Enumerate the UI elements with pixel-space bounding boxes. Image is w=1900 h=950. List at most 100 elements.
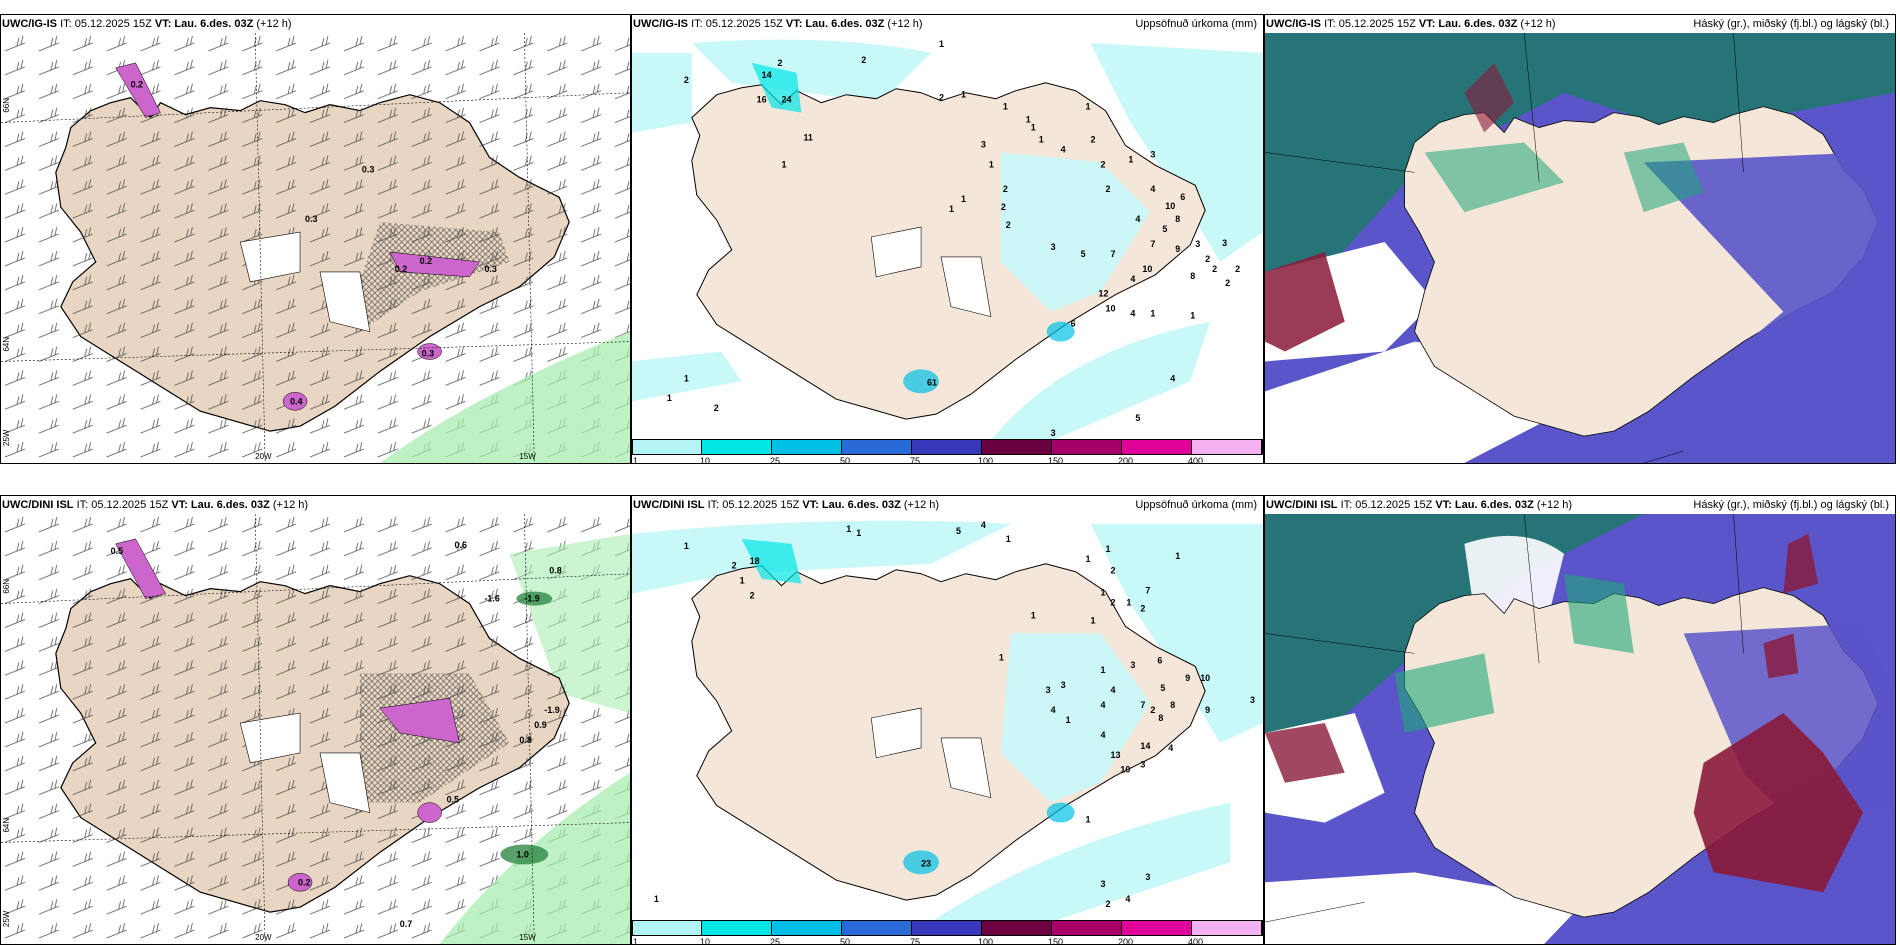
wind-label: 0.3	[362, 164, 374, 174]
colorbar-tick: 1	[633, 456, 639, 464]
precip-value: 2	[1105, 184, 1110, 194]
precip-value: 4	[1101, 700, 1106, 710]
colorbar-tick: 75	[910, 937, 921, 945]
precip-value: 2	[1001, 202, 1006, 212]
cloud-title: Háský (gr.), miðský (fj.bl.) og lágský (…	[1693, 18, 1889, 30]
lat-label-25w: 25W	[2, 910, 11, 927]
init-time: IT: 05.12.2025 15Z	[691, 18, 783, 30]
precip-value: 1	[1150, 309, 1155, 319]
precip-value: 1	[1190, 311, 1195, 321]
model-name: UWC/DINI ISL	[1266, 499, 1338, 511]
pink-precip	[389, 251, 480, 278]
valid-time: Lau. 6.des. 03Z	[805, 18, 885, 30]
precip-value: 4	[1051, 705, 1056, 715]
precip-value: 16	[757, 95, 767, 105]
precip-colorbar: 1 10 25 50 75 100 150 200 400	[632, 920, 1263, 945]
precip-value: 6	[1180, 192, 1185, 202]
colorbar-frame	[632, 920, 1262, 936]
precip-value: 11	[803, 132, 812, 142]
lead-time: (+12 h)	[272, 499, 309, 511]
precip-value: 2	[1101, 159, 1106, 169]
lon-label-20w: 20W	[255, 452, 272, 461]
wind-label: 0.2	[298, 877, 310, 887]
pink-precip	[379, 697, 460, 744]
cloud-panel-top: UWC/IG-IS IT: 05.12.2025 15Z VT: Lau. 6.…	[1264, 14, 1896, 464]
colorbar-swatch	[1192, 439, 1263, 455]
mid-cloud-north	[1265, 514, 1644, 743]
wind-panel-header: UWC/IG-IS IT: 05.12.2025 15Z VT: Lau. 6.…	[2, 15, 628, 33]
precip-value: 12	[1099, 289, 1109, 299]
colorbar-swatch	[1122, 920, 1192, 936]
colorbar-swatch	[842, 920, 912, 936]
precip-value: 4	[1168, 743, 1173, 753]
colorbar-tick: 50	[840, 456, 851, 464]
precip-value: 4	[1110, 685, 1115, 695]
wind-label: 0.2	[420, 256, 432, 266]
colorbar-tick: 400	[1188, 456, 1204, 464]
wind-label: 0.9	[534, 720, 546, 730]
precip-value: 10	[1142, 264, 1152, 274]
precip-value: 1	[1003, 102, 1008, 112]
precip-map-svg: 1 1 5 4 1 1 2 18 1 2 1 1 2 7 1 2 1 2 1 1…	[632, 520, 1263, 922]
valid-label: VT:	[1418, 18, 1436, 30]
precip-value: 3	[1061, 680, 1066, 690]
precip-value: 10	[1200, 673, 1210, 683]
precip-value: 1	[1101, 588, 1106, 598]
precip-value: 1	[1066, 715, 1071, 725]
precip-panel-header: UWC/IG-IS IT: 05.12.2025 15Z VT: Lau. 6.…	[633, 15, 1261, 33]
precip-value: 2	[1003, 184, 1008, 194]
precip-value: 5	[1135, 413, 1140, 423]
precip-value: 3	[1051, 242, 1056, 252]
precip-value: 23	[921, 858, 931, 868]
precip-value: 2	[1110, 566, 1115, 576]
wind-label: 0.3	[422, 349, 434, 359]
precip-value: 2	[1150, 705, 1155, 715]
high-cloud-east	[1643, 152, 1895, 463]
colorbar-swatch	[1052, 439, 1122, 455]
lat-label-66n: 66N	[2, 579, 11, 594]
precip-value: 3	[1145, 872, 1150, 882]
colorbar-tick: 200	[1118, 456, 1134, 464]
precip-colorbar: 1 10 25 50 75 100 150 200 400	[632, 439, 1263, 464]
precip-core-nw	[751, 62, 802, 113]
init-time: IT: 05.12.2025 15Z	[1324, 18, 1416, 30]
colorbar-swatch	[772, 439, 842, 455]
lead-time: (+12 h)	[256, 18, 292, 30]
valid-label: VT:	[802, 499, 819, 511]
colorbar-tick: 25	[770, 937, 781, 945]
mid-cloud-north	[1265, 33, 1895, 292]
wind-label: 0.2	[395, 264, 407, 274]
precip-value: 24	[782, 95, 792, 105]
precip-value: 61	[927, 377, 937, 387]
precip-value: 9	[1205, 705, 1210, 715]
precip-value: 18	[750, 556, 760, 566]
precip-value: 1	[667, 393, 672, 403]
low-cloud-west	[1265, 251, 1345, 352]
valid-time: Lau. 6.des. 03Z	[174, 18, 254, 30]
valid-time: Lau. 6.des. 03Z	[821, 499, 901, 511]
valid-time: Lau. 6.des. 03Z	[1454, 499, 1534, 511]
precip-title: Uppsöfnuð úrkoma (mm)	[1135, 18, 1257, 30]
wind-label: 0.6	[455, 540, 467, 550]
precip-value: 4	[1101, 730, 1106, 740]
lat-label-66n: 66N	[2, 98, 11, 113]
colorbar-swatch	[982, 920, 1052, 936]
precip-value: 1	[1105, 544, 1110, 554]
precip-value: 2	[1225, 278, 1230, 288]
precip-value: 8	[1190, 271, 1195, 281]
precip-value: 5	[956, 526, 961, 536]
colorbar-tick: 150	[1048, 937, 1064, 945]
wind-label: 0.4	[290, 396, 302, 406]
wind-map: 0.3 0.2 0.2 0.3 0.4 0.3 0.3 0.2 20W 15W …	[1, 33, 630, 463]
green-core	[500, 844, 549, 865]
precip-value: 2	[1205, 254, 1210, 264]
precip-value: 4	[1125, 894, 1130, 904]
precip-value: 5	[1162, 224, 1167, 234]
wind-label: 0.5	[111, 546, 123, 556]
precip-panel-header: UWC/DINI ISL IT: 05.12.2025 15Z VT: Lau.…	[633, 496, 1261, 514]
precip-value: 9	[1185, 673, 1190, 683]
lead-time: (+12 h)	[1520, 18, 1556, 30]
colorbar-tick: 100	[978, 456, 994, 464]
precip-core-nw	[741, 538, 802, 584]
precip-value: 1	[684, 373, 689, 383]
